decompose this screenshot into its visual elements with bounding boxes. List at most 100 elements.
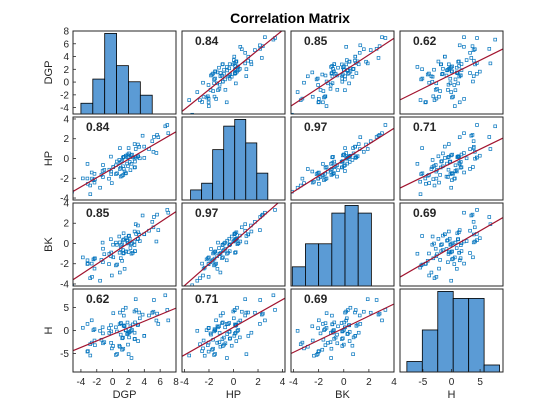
scatter-point: [315, 76, 320, 81]
scatter-point: [210, 347, 214, 352]
scatter-point: [418, 98, 423, 102]
scatter-point: [350, 158, 355, 162]
scatter-point: [122, 323, 126, 328]
scatter-point: [331, 155, 335, 159]
scatter-point: [156, 322, 161, 326]
scatter-point: [317, 318, 321, 323]
scatter-point: [316, 100, 321, 105]
scatter-point: [92, 172, 97, 176]
scatter-point: [229, 234, 234, 239]
scatter-point: [221, 79, 225, 84]
scatter-point: [125, 320, 130, 325]
scatter-point: [191, 375, 194, 378]
scatter-point: [140, 213, 145, 218]
fit-line: [400, 137, 503, 189]
scatter-point: [438, 89, 442, 93]
histogram-bar: [357, 212, 372, 286]
scatter-point: [454, 65, 459, 70]
scatter-point: [420, 67, 424, 71]
scatter-point: [447, 229, 451, 234]
scatter-point: [343, 146, 347, 150]
scatter-point: [101, 331, 105, 336]
x-axis-label: H: [448, 389, 456, 401]
fit-line: [73, 131, 176, 193]
x-tick-label: 0: [110, 377, 116, 388]
scatter-point: [121, 324, 126, 328]
scatter-point: [475, 72, 479, 76]
scatter-point: [450, 171, 454, 175]
scatter-point: [455, 169, 459, 174]
scatter-point: [424, 100, 428, 104]
scatter-point: [427, 181, 431, 185]
correlation-coefficient-label: 0.69: [413, 206, 437, 220]
scatter-point: [101, 246, 105, 251]
scatter-point: [436, 59, 441, 64]
fit-line: [182, 297, 285, 357]
scatter-point: [217, 331, 222, 335]
panel-content: [406, 291, 500, 372]
scatter-point: [234, 81, 238, 86]
scatter-point: [200, 100, 204, 104]
panel-frame: [181, 30, 286, 115]
scatter-point: [437, 180, 441, 185]
scatter-point: [478, 153, 482, 158]
scatter-point: [335, 88, 340, 92]
scatter-point: [133, 147, 138, 151]
scatter-point: [434, 96, 439, 101]
scatter-point: [365, 147, 370, 151]
scatter-point: [323, 177, 328, 181]
scatter-point: [118, 240, 122, 245]
x-tick-label: -2: [92, 377, 101, 388]
scatter-point: [261, 44, 265, 48]
scatter-point: [133, 165, 137, 169]
y-tick-label: 0: [63, 239, 69, 250]
scatter-point: [121, 251, 126, 256]
scatter-point: [224, 322, 229, 326]
scatter-point: [347, 339, 352, 343]
scatter-point: [357, 313, 362, 318]
histogram-bar: [128, 81, 141, 114]
scatter-point: [351, 67, 355, 71]
y-tick-label: -4: [60, 103, 69, 114]
scatter-point: [350, 343, 355, 348]
scatter-point: [448, 76, 453, 81]
scatter-point: [447, 62, 451, 67]
scatter-point: [253, 310, 257, 315]
scatter-point: [213, 328, 218, 332]
panel-frame: [181, 116, 286, 201]
scatter-point: [100, 240, 105, 245]
scatter-point: [272, 197, 275, 200]
scatter-point: [164, 197, 167, 200]
scatter-point: [471, 165, 475, 169]
scatter-point: [212, 94, 217, 99]
scatter-point: [323, 94, 327, 99]
scatter-point: [316, 83, 320, 87]
scatter-point: [206, 94, 210, 99]
x-tick-label: 4: [280, 377, 286, 388]
scatter-point: [415, 65, 420, 69]
histogram-bar: [256, 172, 269, 200]
scatter-point: [456, 154, 460, 159]
scatter-point: [132, 156, 137, 161]
scatter-point: [351, 352, 355, 356]
scatter-point: [300, 340, 305, 345]
scatter-point: [468, 167, 472, 171]
scatter-point: [493, 124, 497, 129]
scatter-point: [453, 240, 458, 245]
scatter-point: [85, 176, 90, 181]
scatter-point: [136, 339, 140, 343]
scatter-point: [295, 90, 300, 94]
scatter-point: [227, 337, 232, 341]
scatter-point: [436, 154, 441, 159]
scatter-point: [340, 79, 345, 84]
histogram-bar: [468, 298, 485, 372]
scatter-point: [206, 100, 211, 105]
scatter-point: [115, 352, 119, 356]
scatter-point: [287, 99, 290, 102]
scatter-point: [246, 310, 250, 315]
scatter-point: [249, 229, 254, 234]
scatter-point: [235, 242, 240, 246]
scatter-point: [244, 74, 249, 78]
scatter-point: [232, 316, 236, 321]
scatter-point: [347, 81, 351, 86]
